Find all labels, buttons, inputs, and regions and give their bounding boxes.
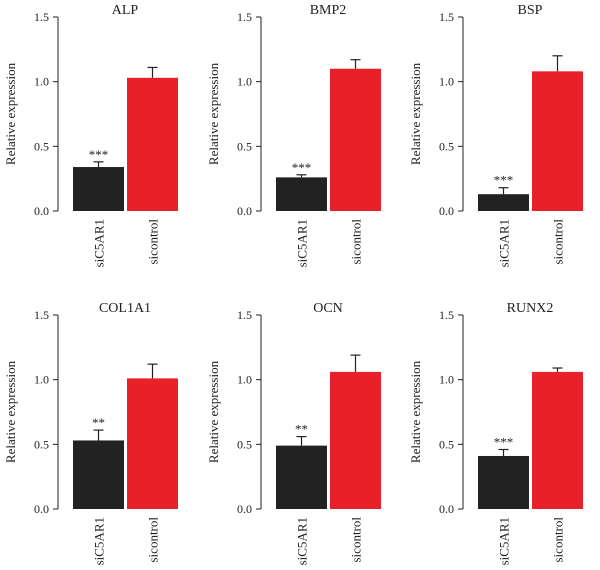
y-tick-label: 1.5 [439,10,454,24]
y-tick-label: 1.0 [439,75,454,89]
y-axis-label: Relative expression [408,360,423,463]
y-axis-label: Relative expression [3,360,18,463]
y-tick-label: 0.5 [34,139,49,153]
y-tick-label: 0.5 [34,437,49,451]
chart-title: BSP [518,3,543,18]
significance-label: *** [494,435,514,450]
x-category-label: siC5AR1 [497,219,512,267]
x-category-label: sicontrol [146,517,161,563]
significance-label: ** [92,415,105,430]
y-tick-label: 0.5 [439,139,454,153]
y-tick-label: 1.5 [439,308,454,322]
chart-panel-alp: ALP 0.0 0.5 1.0 1.5 Relative expression *** siC… [3,3,178,267]
significance-label: ** [295,422,308,437]
bar-sic5ar1 [478,455,529,509]
bar-sic5ar1 [478,194,529,211]
y-axis-label: Relative expression [408,62,423,165]
chart-panel-runx2: RUNX2 0.0 0.5 1.0 1.5 Relative expression *** s… [408,301,583,565]
y-tick-label: 0.5 [439,437,454,451]
bar-sic5ar1 [73,167,124,211]
y-axis-label: Relative expression [206,360,221,463]
bar-sicontrol [532,71,583,211]
bar-sicontrol [127,77,178,211]
x-category-label: siC5AR1 [295,517,310,565]
y-tick-label: 1.0 [439,373,454,387]
x-category-label: sicontrol [349,219,364,265]
bar-sicontrol [127,378,178,509]
chart-title: OCN [313,301,343,316]
y-axis-label: Relative expression [3,62,18,165]
y-tick-label: 0.5 [237,437,252,451]
y-tick-label: 0.0 [34,502,49,516]
y-tick-label: 1.0 [34,373,49,387]
bar-sicontrol [532,371,583,509]
y-tick-label: 0.0 [237,204,252,218]
x-category-label: siC5AR1 [497,517,512,565]
bar-sic5ar1 [276,177,327,211]
y-tick-label: 1.0 [237,75,252,89]
bar-sicontrol [330,68,381,211]
bar-sicontrol [330,371,381,509]
y-tick-label: 0.0 [34,204,49,218]
bar-sic5ar1 [276,445,327,509]
chart-title: RUNX2 [507,301,554,316]
y-tick-label: 1.5 [237,308,252,322]
x-category-label: sicontrol [551,517,566,563]
chart-panel-bsp: BSP 0.0 0.5 1.0 1.5 Relative expression *** siC… [408,3,583,267]
x-category-label: siC5AR1 [295,219,310,267]
x-category-label: siC5AR1 [92,517,107,565]
significance-label: *** [292,160,312,175]
y-tick-label: 1.0 [34,75,49,89]
significance-label: *** [494,173,514,188]
x-category-label: siC5AR1 [92,219,107,267]
y-tick-label: 1.0 [237,373,252,387]
chart-panel-col1a1: COL1A1 0.0 0.5 1.0 1.5 Relative expression ** s… [3,301,178,565]
bar-sic5ar1 [73,440,124,509]
significance-label: *** [89,147,109,162]
x-category-label: sicontrol [551,219,566,265]
chart-panel-bmp2: BMP2 0.0 0.5 1.0 1.5 Relative expression *** si… [206,3,381,267]
y-tick-label: 1.5 [237,10,252,24]
y-tick-label: 1.5 [34,308,49,322]
y-tick-label: 1.5 [34,10,49,24]
y-tick-label: 0.5 [237,139,252,153]
chart-panel-ocn: OCN 0.0 0.5 1.0 1.5 Relative expression ** siC5… [206,301,381,565]
y-axis-label: Relative expression [206,62,221,165]
chart-title: BMP2 [310,3,347,18]
chart-title: ALP [112,3,139,18]
x-category-label: sicontrol [349,517,364,563]
x-category-label: sicontrol [146,219,161,265]
chart-title: COL1A1 [99,301,151,316]
y-tick-label: 0.0 [439,502,454,516]
y-tick-label: 0.0 [439,204,454,218]
y-tick-label: 0.0 [237,502,252,516]
